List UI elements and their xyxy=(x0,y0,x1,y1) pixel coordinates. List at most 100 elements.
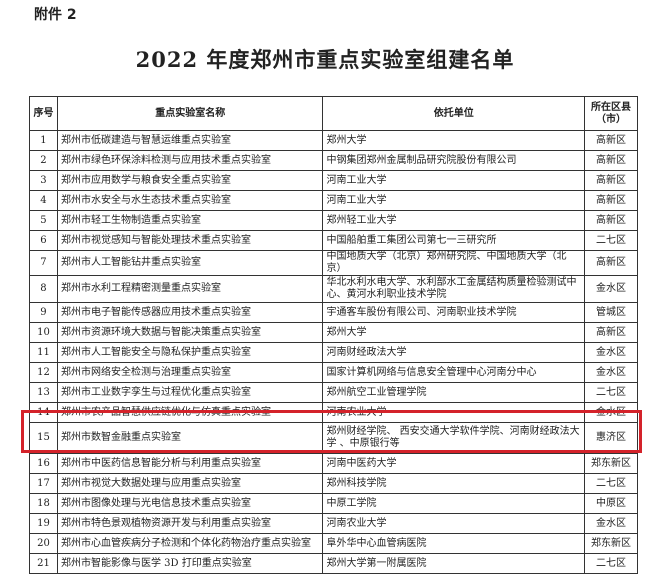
header-district: 所在区县（市） xyxy=(584,96,638,131)
lab-name: 郑州市数智金融重点实验室 xyxy=(56,422,324,454)
host-unit: 郑州大学第一附属医院 xyxy=(322,553,585,574)
row-number: 20 xyxy=(29,533,58,554)
lab-name: 郑州市心血管疾病分子检测和个体化药物治疗重点实验室 xyxy=(56,533,324,554)
row-number: 19 xyxy=(29,513,58,534)
district: 二七区 xyxy=(584,473,638,494)
table-row: 2 郑州市绿色环保涂料检测与应用技术重点实验室 中钢集团郑州金属制品研究院股份有限公… xyxy=(29,150,638,171)
table-row: 4 郑州市水安全与水生态技术重点实验室 河南工业大学 高新区 xyxy=(29,190,638,211)
table-row: 5 郑州市轻工生物制造重点实验室 郑州轻工业大学 高新区 xyxy=(29,210,638,231)
district: 郑东新区 xyxy=(584,453,638,474)
district: 金水区 xyxy=(584,362,638,383)
lab-name: 郑州市水安全与水生态技术重点实验室 xyxy=(56,190,324,211)
table-row: 11 郑州市人工智能安全与隐私保护重点实验室 河南财经政法大学 金水区 xyxy=(29,342,638,363)
host-unit: 河南财经政法大学 xyxy=(322,342,585,363)
lab-list-table: 序号 重点实验室名称 依托单位 所在区县（市） 1 郑州市低碳建造与智慧运维重点实… xyxy=(29,96,638,574)
highlight-box xyxy=(21,410,642,453)
row-number: 1 xyxy=(29,130,58,151)
district: 二七区 xyxy=(584,382,638,403)
table-row: 6 郑州市视觉感知与智能处理技术重点实验室 中国船舶重工集团公司第七一三研究所 二七区 xyxy=(29,230,638,251)
lab-name: 郑州市智能影像与医学 3D 打印重点实验室 xyxy=(56,553,324,574)
host-unit: 河南工业大学 xyxy=(322,170,585,191)
row-number: 6 xyxy=(29,230,58,251)
row-number: 7 xyxy=(29,250,58,276)
attachment-label: 附件 2 xyxy=(34,7,77,23)
row-number: 10 xyxy=(29,322,58,343)
host-unit: 中国地质大学（北京）郑州研究院、中国地质大学（北京） xyxy=(322,250,585,276)
host-unit: 河南工业大学 xyxy=(322,190,585,211)
host-unit: 郑州大学 xyxy=(322,130,585,151)
row-number: 18 xyxy=(29,493,58,514)
district: 郑东新区 xyxy=(584,533,638,554)
row-number: 11 xyxy=(29,342,58,363)
host-unit: 郑州轻工业大学 xyxy=(322,210,585,231)
district: 二七区 xyxy=(584,230,638,251)
lab-name: 郑州市资源环境大数据与智能决策重点实验室 xyxy=(56,322,324,343)
lab-name: 郑州市水利工程精密测量重点实验室 xyxy=(56,275,324,303)
district: 高新区 xyxy=(584,150,638,171)
lab-name: 郑州市中医药信息智能分析与利用重点实验室 xyxy=(56,453,324,474)
lab-name: 郑州市电子智能传感器应用技术重点实验室 xyxy=(56,302,324,323)
host-unit: 河南农业大学 xyxy=(322,513,585,534)
row-number: 15 xyxy=(29,422,58,454)
row-number: 12 xyxy=(29,362,58,383)
host-unit: 郑州财经学院、 西安交通大学软件学院、河南财经政法大学 、中原银行等 xyxy=(322,422,585,454)
table-row: 17 郑州市视觉大数据处理与应用重点实验室 郑州科技学院 二七区 xyxy=(29,473,638,494)
row-number: 21 xyxy=(29,553,58,574)
lab-name: 郑州市绿色环保涂料检测与应用技术重点实验室 xyxy=(56,150,324,171)
table-row: 16 郑州市中医药信息智能分析与利用重点实验室 河南中医药大学 郑东新区 xyxy=(29,453,638,474)
table-row: 18 郑州市图像处理与光电信息技术重点实验室 中原工学院 中原区 xyxy=(29,493,638,514)
host-unit: 中原工学院 xyxy=(322,493,585,514)
host-unit: 中钢集团郑州金属制品研究院股份有限公司 xyxy=(322,150,585,171)
lab-name: 郑州市低碳建造与智慧运维重点实验室 xyxy=(56,130,324,151)
district: 二七区 xyxy=(584,553,638,574)
host-unit: 阜外华中心血管病医院 xyxy=(322,533,585,554)
row-number: 13 xyxy=(29,382,58,403)
row-number: 8 xyxy=(29,275,58,303)
district: 高新区 xyxy=(584,130,638,151)
district: 管城区 xyxy=(584,302,638,323)
lab-name: 郑州市人工智能钻井重点实验室 xyxy=(56,250,324,276)
district: 高新区 xyxy=(584,210,638,231)
table-row: 12 郑州市网络安全检测与治理重点实验室 国家计算机网络与信息安全管理中心河南分中心… xyxy=(29,362,638,383)
host-unit: 宇通客车股份有限公司、河南职业技术学院 xyxy=(322,302,585,323)
table-row: 20 郑州市心血管疾病分子检测和个体化药物治疗重点实验室 阜外华中心血管病医院 郑东新… xyxy=(29,533,638,554)
lab-name: 郑州市图像处理与光电信息技术重点实验室 xyxy=(56,493,324,514)
table-row: 10 郑州市资源环境大数据与智能决策重点实验室 郑州大学 高新区 xyxy=(29,322,638,343)
district: 高新区 xyxy=(584,190,638,211)
table-row: 1 郑州市低碳建造与智慧运维重点实验室 郑州大学 高新区 xyxy=(29,130,638,151)
host-unit: 郑州科技学院 xyxy=(322,473,585,494)
district: 高新区 xyxy=(584,170,638,191)
host-unit: 郑州航空工业管理学院 xyxy=(322,382,585,403)
table-row: 7 郑州市人工智能钻井重点实验室 中国地质大学（北京）郑州研究院、中国地质大学（北京… xyxy=(29,250,638,276)
table-row: 9 郑州市电子智能传感器应用技术重点实验室 宇通客车股份有限公司、河南职业技术学院管… xyxy=(29,302,638,323)
host-unit: 国家计算机网络与信息安全管理中心河南分中心 xyxy=(322,362,585,383)
table-row: 13 郑州市工业数字孪生与过程优化重点实验室 郑州航空工业管理学院 二七区 xyxy=(29,382,638,403)
header-no: 序号 xyxy=(29,96,58,131)
host-unit: 中国船舶重工集团公司第七一三研究所 xyxy=(322,230,585,251)
lab-name: 郑州市工业数字孪生与过程优化重点实验室 xyxy=(56,382,324,403)
host-unit: 郑州大学 xyxy=(322,322,585,343)
row-number: 9 xyxy=(29,302,58,323)
lab-name: 郑州市视觉大数据处理与应用重点实验室 xyxy=(56,473,324,494)
row-number: 5 xyxy=(29,210,58,231)
row-number: 17 xyxy=(29,473,58,494)
row-number: 4 xyxy=(29,190,58,211)
lab-name: 郑州市视觉感知与智能处理技术重点实验室 xyxy=(56,230,324,251)
host-unit: 河南中医药大学 xyxy=(322,453,585,474)
table-row: 3 郑州市应用数学与粮食安全重点实验室 河南工业大学 高新区 xyxy=(29,170,638,191)
header-lab-name: 重点实验室名称 xyxy=(56,96,324,131)
header-unit: 依托单位 xyxy=(322,96,585,131)
district: 高新区 xyxy=(584,322,638,343)
table-row: 19 郑州市特色景观植物资源开发与利用重点实验室 河南农业大学 金水区 xyxy=(29,513,638,534)
table-row: 8 郑州市水利工程精密测量重点实验室 华北水利水电大学、水利部水工金属结构质量检验测… xyxy=(29,275,638,303)
lab-name: 郑州市人工智能安全与隐私保护重点实验室 xyxy=(56,342,324,363)
district: 惠济区 xyxy=(584,422,638,454)
district: 金水区 xyxy=(584,513,638,534)
table-row: 15 郑州市数智金融重点实验室 郑州财经学院、 西安交通大学软件学院、河南财经政法大… xyxy=(29,422,638,454)
document-title: 2022 年度郑州市重点实验室组建名单 xyxy=(135,47,515,72)
row-number: 3 xyxy=(29,170,58,191)
lab-name: 郑州市网络安全检测与治理重点实验室 xyxy=(56,362,324,383)
row-number: 16 xyxy=(29,453,58,474)
lab-name: 郑州市特色景观植物资源开发与利用重点实验室 xyxy=(56,513,324,534)
lab-name: 郑州市轻工生物制造重点实验室 xyxy=(56,210,324,231)
